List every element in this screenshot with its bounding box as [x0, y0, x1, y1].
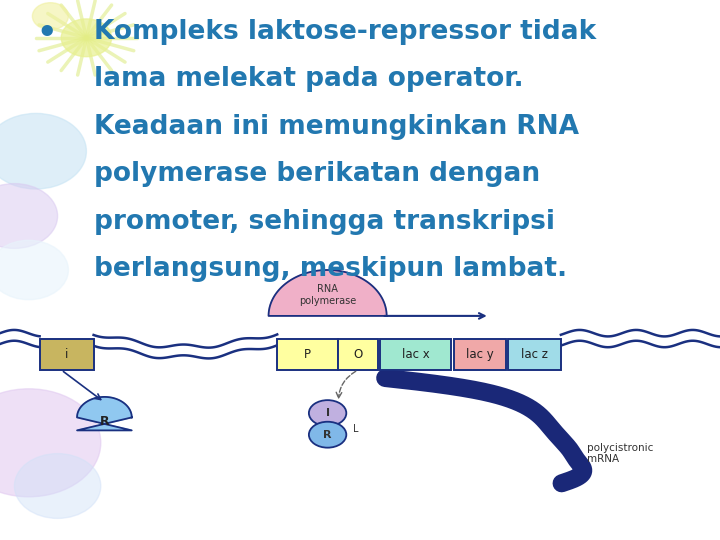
Circle shape	[32, 3, 68, 30]
Bar	[277, 339, 338, 370]
Polygon shape	[269, 270, 387, 316]
Circle shape	[61, 19, 112, 57]
Circle shape	[0, 389, 101, 497]
Circle shape	[0, 184, 58, 248]
Text: RNA
polymerase: RNA polymerase	[299, 285, 356, 306]
Ellipse shape	[309, 422, 346, 448]
Circle shape	[14, 454, 101, 518]
Text: I: I	[325, 408, 330, 418]
Text: lac x: lac x	[402, 348, 429, 361]
Text: R: R	[323, 430, 332, 440]
Circle shape	[0, 113, 86, 189]
Text: L: L	[353, 424, 359, 434]
Text: P: P	[305, 348, 311, 361]
Polygon shape	[77, 397, 132, 430]
Ellipse shape	[309, 400, 346, 426]
Text: polymerase berikatan dengan: polymerase berikatan dengan	[94, 161, 540, 187]
Text: i: i	[65, 348, 68, 361]
Text: Kompleks laktose-repressor tidak: Kompleks laktose-repressor tidak	[94, 19, 596, 45]
Text: lama melekat pada operator.: lama melekat pada operator.	[94, 66, 523, 92]
Text: polycistronic
mRNA: polycistronic mRNA	[587, 443, 653, 464]
Circle shape	[0, 240, 68, 300]
Text: •: •	[36, 19, 56, 50]
Text: Keadaan ini memungkinkan RNA: Keadaan ini memungkinkan RNA	[94, 114, 579, 140]
Text: promoter, sehingga transkripsi: promoter, sehingga transkripsi	[94, 209, 554, 235]
Bar	[380, 339, 451, 370]
Text: lac z: lac z	[521, 348, 548, 361]
Bar	[40, 339, 94, 370]
Bar	[454, 339, 506, 370]
Bar	[338, 339, 378, 370]
Text: R: R	[99, 415, 109, 428]
Text: berlangsung, meskipun lambat.: berlangsung, meskipun lambat.	[94, 256, 567, 282]
Text: O: O	[354, 348, 363, 361]
Bar	[508, 339, 561, 370]
Text: lac y: lac y	[466, 348, 494, 361]
